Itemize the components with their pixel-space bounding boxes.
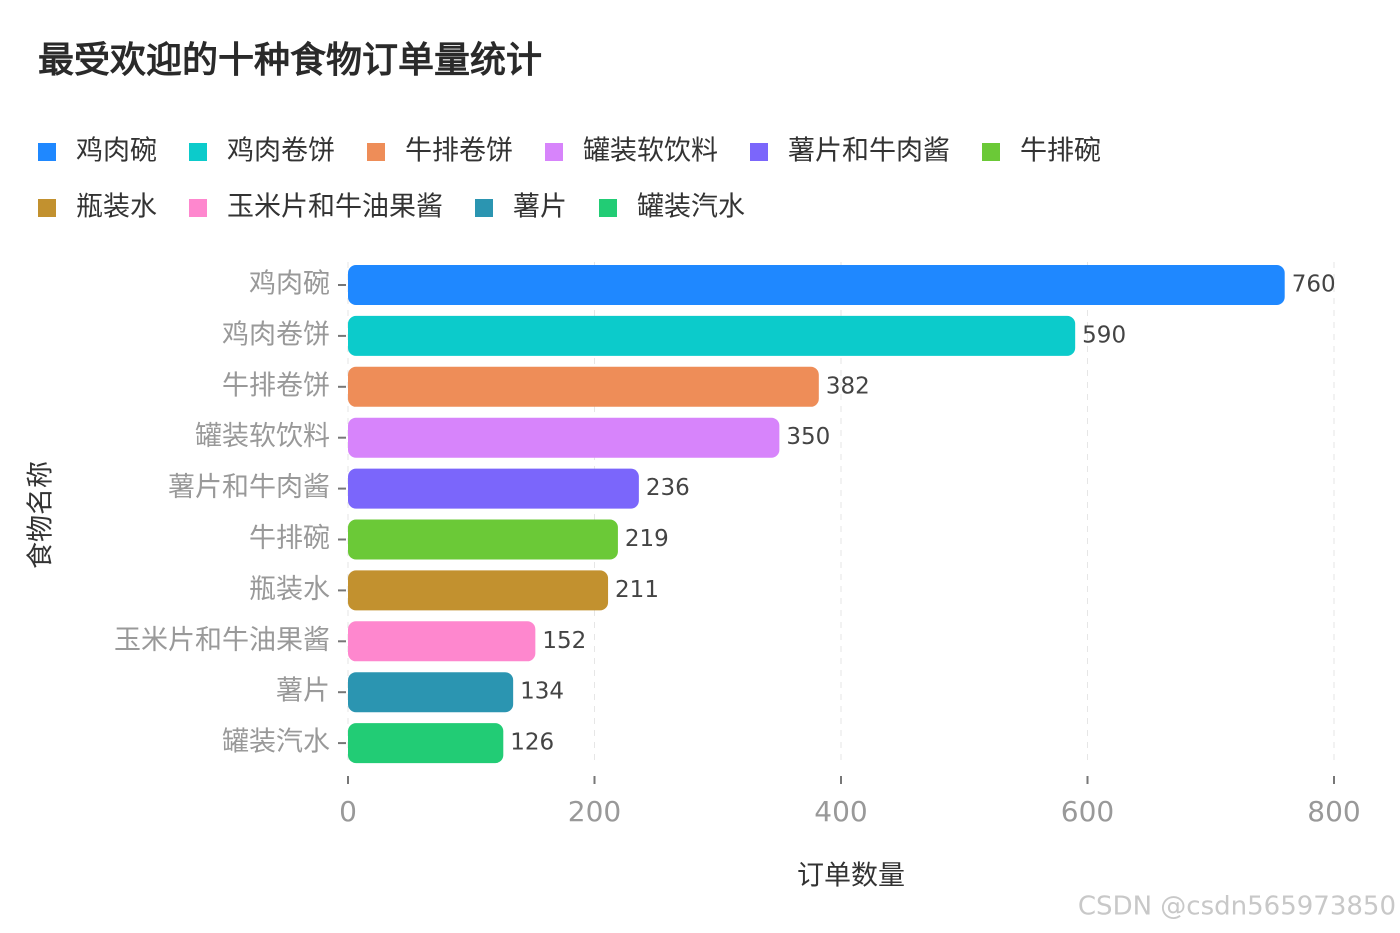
bar — [348, 265, 1285, 305]
legend-label: 鸡肉碗 — [76, 136, 157, 167]
data-label: 219 — [625, 526, 669, 552]
legend-swatch — [189, 199, 207, 217]
bar — [348, 366, 819, 407]
data-label: 382 — [826, 373, 870, 399]
bar — [348, 621, 536, 662]
legend-label: 罐装软饮料 — [583, 136, 718, 167]
y-tick-label: 薯片和牛肉酱 — [168, 472, 330, 503]
data-label: 152 — [542, 628, 586, 654]
x-tick-label: 400 — [814, 795, 867, 828]
bar — [348, 468, 639, 509]
y-tick-label: 牛排卷饼 — [222, 370, 330, 401]
y-tick-label: 罐装汽水 — [222, 727, 330, 758]
bar — [348, 519, 618, 560]
x-tick-label: 200 — [568, 795, 621, 828]
y-tick-label: 鸡肉卷饼 — [222, 319, 330, 350]
y-tick-label: 牛排碗 — [249, 523, 330, 554]
legend-swatch — [189, 143, 207, 161]
bar — [348, 672, 514, 713]
legend-swatch — [545, 143, 563, 161]
x-axis-label: 订单数量 — [797, 861, 905, 892]
data-label: 134 — [520, 679, 564, 705]
bar — [348, 723, 504, 764]
legend-label: 牛排卷饼 — [405, 136, 513, 167]
bar — [348, 315, 1076, 356]
data-label: 236 — [646, 475, 690, 501]
legend-swatch — [367, 143, 385, 161]
legend-label: 罐装汽水 — [637, 192, 745, 223]
data-label: 590 — [1082, 322, 1126, 348]
y-tick-label: 瓶装水 — [249, 574, 330, 605]
legend-swatch — [475, 199, 493, 217]
data-label: 126 — [510, 730, 554, 756]
legend-label: 牛排碗 — [1020, 136, 1101, 167]
legend-swatch — [982, 143, 1000, 161]
y-tick-label: 罐装软饮料 — [195, 421, 330, 452]
y-tick-label: 玉米片和牛油果酱 — [114, 625, 330, 656]
legend-label: 玉米片和牛油果酱 — [227, 192, 443, 223]
data-label: 350 — [786, 424, 830, 450]
data-label: 211 — [615, 577, 659, 603]
legend-label: 瓶装水 — [76, 192, 157, 223]
legend-swatch — [750, 143, 768, 161]
legend-label: 薯片 — [513, 192, 567, 223]
x-tick-label: 0 — [339, 795, 357, 828]
legend-label: 鸡肉卷饼 — [227, 136, 335, 167]
y-axis-label: 食物名称 — [26, 461, 57, 569]
y-tick-label: 薯片 — [276, 676, 330, 707]
legend-swatch — [599, 199, 617, 217]
legend-swatch — [38, 143, 56, 161]
watermark: CSDN @csdn565973850 — [1078, 892, 1396, 922]
bar — [348, 417, 780, 458]
data-label: 760 — [1292, 272, 1336, 298]
legend-swatch — [38, 199, 56, 217]
bar — [348, 570, 609, 611]
y-tick-label: 鸡肉碗 — [249, 269, 330, 300]
x-tick-label: 600 — [1061, 795, 1114, 828]
x-tick-label: 800 — [1307, 795, 1360, 828]
legend-label: 薯片和牛肉酱 — [788, 136, 950, 167]
chart-title: 最受欢迎的十种食物订单量统计 — [38, 40, 542, 81]
